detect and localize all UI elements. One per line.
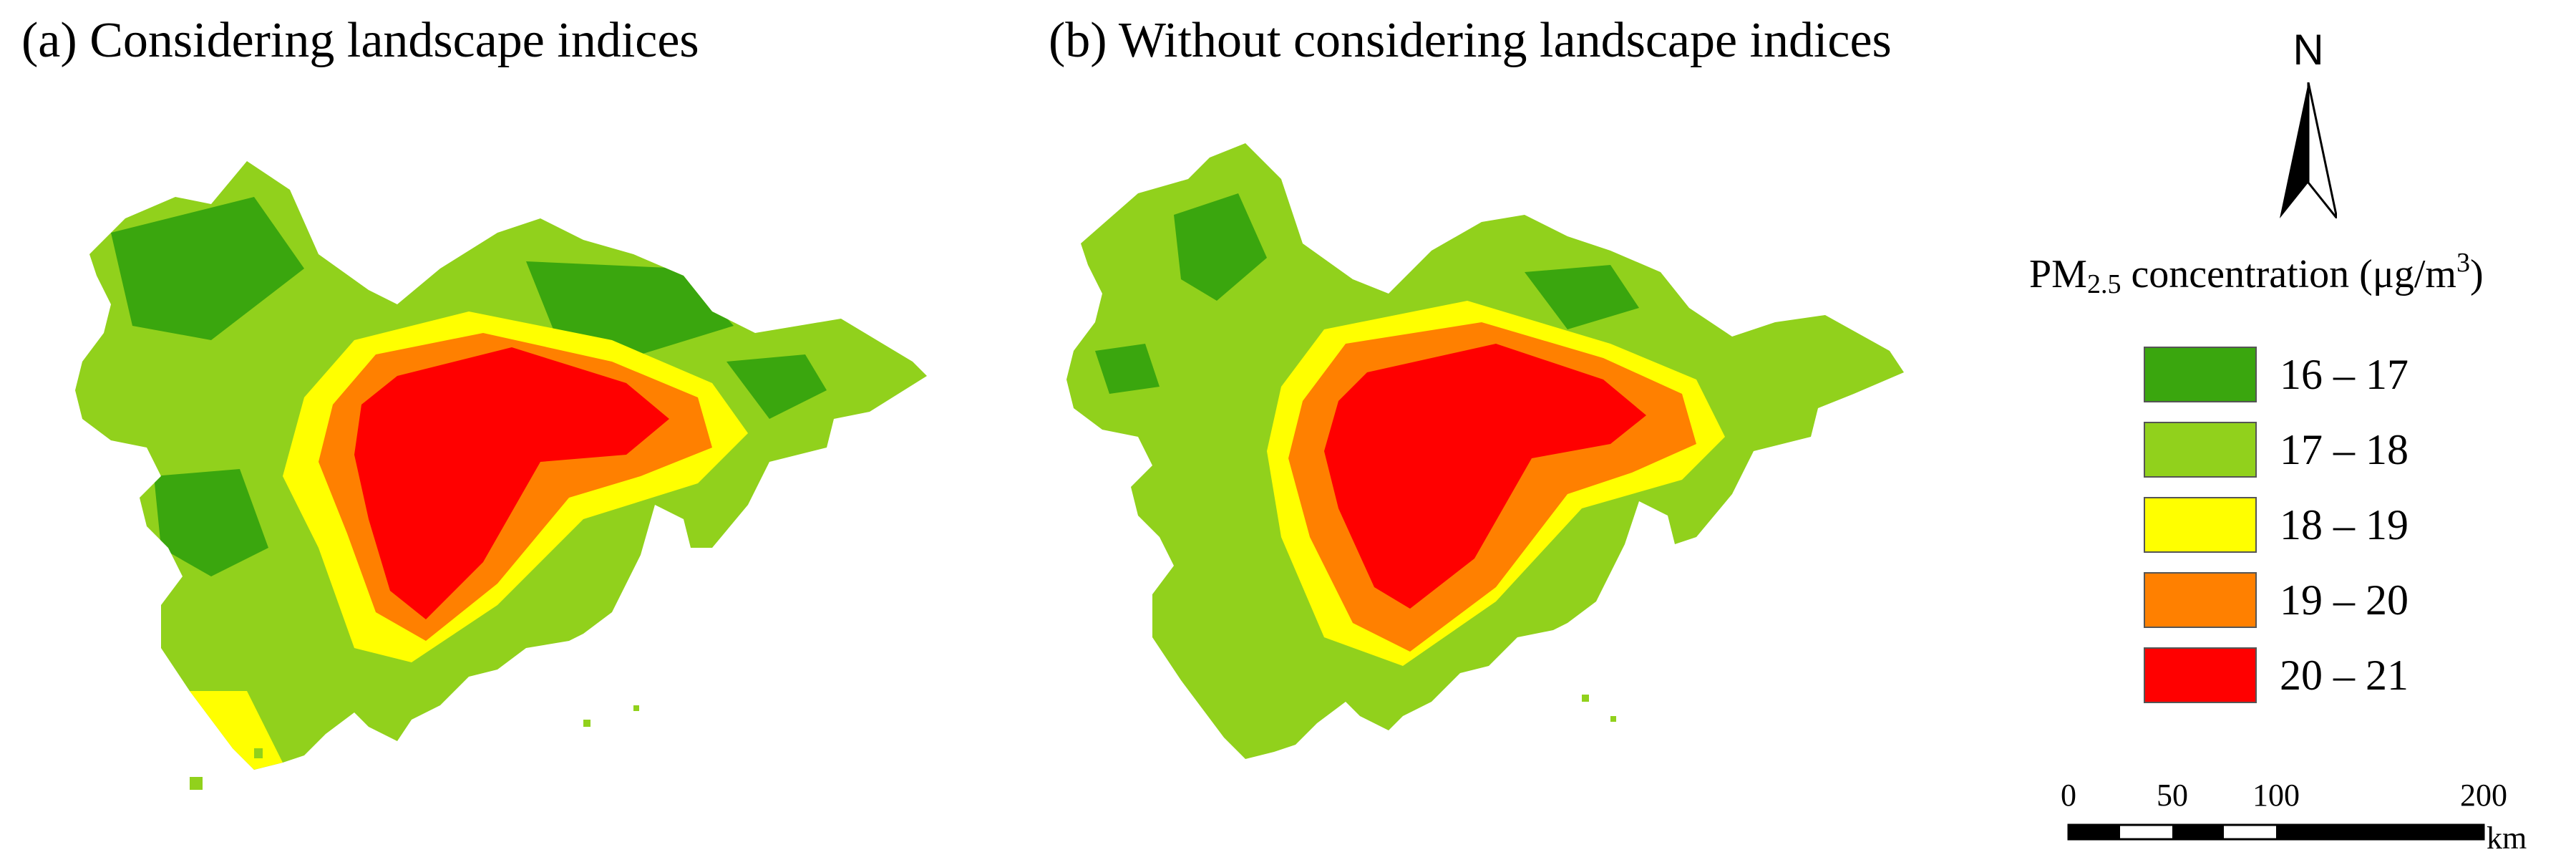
map-b-region-shape bbox=[1066, 143, 1904, 759]
legend-swatch bbox=[2144, 497, 2257, 553]
map-a-title: (a) Considering landscape indices bbox=[21, 13, 699, 68]
legend-item: 18 – 19 bbox=[2144, 496, 2409, 554]
legend-item: 17 – 18 bbox=[2144, 421, 2409, 478]
scale-tick-label: 200 bbox=[2460, 778, 2507, 813]
legend-label: 16 – 17 bbox=[2280, 350, 2409, 398]
legend-swatch bbox=[2144, 572, 2257, 628]
north-arrow-icon bbox=[2280, 82, 2337, 218]
scale-bar-graphic bbox=[2067, 823, 2485, 841]
north-arrow: N bbox=[2262, 26, 2355, 218]
north-label: N bbox=[2293, 26, 2324, 74]
scale-tick-label: 0 bbox=[2061, 778, 2076, 813]
legend-title: PM2.5 concentration (μg/m3) bbox=[2029, 248, 2484, 299]
map-a-region-shape bbox=[75, 161, 927, 790]
legend-item: 16 – 17 bbox=[2144, 346, 2409, 403]
map-b-without-landscape bbox=[1066, 136, 1943, 784]
scale-bar: 0 50 100 200 km bbox=[2047, 777, 2548, 856]
legend-label: 19 – 20 bbox=[2280, 576, 2409, 624]
scale-tick-label: 100 bbox=[2252, 778, 2300, 813]
legend-swatch bbox=[2144, 347, 2257, 402]
scale-tick-label: 50 bbox=[2157, 778, 2188, 813]
map-b-title: (b) Without considering landscape indice… bbox=[1049, 13, 1892, 68]
legend-item: 20 – 21 bbox=[2144, 647, 2409, 704]
scale-unit: km bbox=[2487, 821, 2527, 856]
legend-swatch bbox=[2144, 647, 2257, 703]
legend-label: 17 – 18 bbox=[2280, 425, 2409, 473]
legend-label: 20 – 21 bbox=[2280, 651, 2409, 699]
legend-label: 18 – 19 bbox=[2280, 501, 2409, 549]
map-a-considering-landscape bbox=[68, 147, 959, 816]
legend-item: 19 – 20 bbox=[2144, 571, 2409, 629]
legend-swatch bbox=[2144, 422, 2257, 478]
